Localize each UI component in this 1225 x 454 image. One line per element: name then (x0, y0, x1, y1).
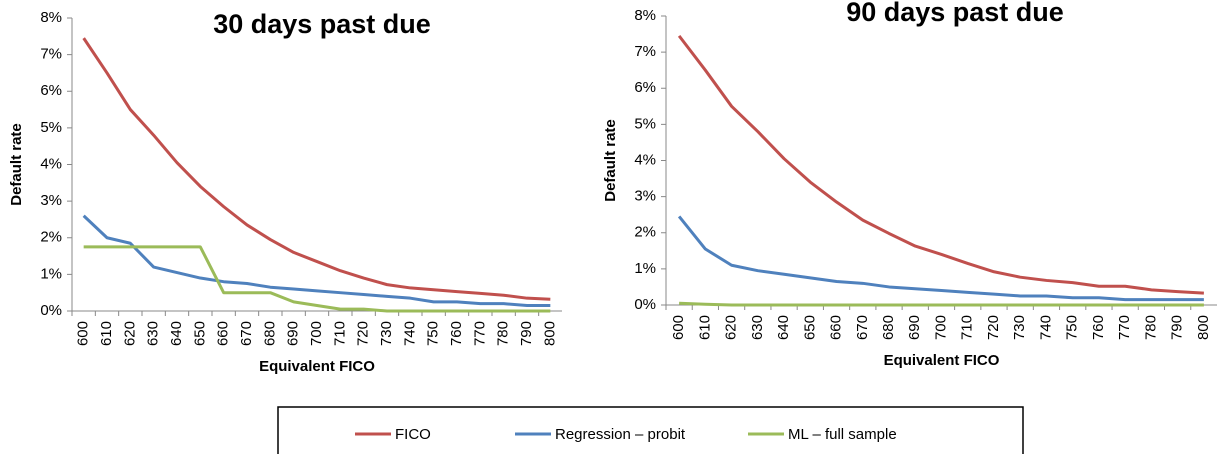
x-tick-label: 800 (1195, 315, 1212, 340)
x-tick-label: 760 (448, 321, 465, 346)
chart-title: 90 days past due (846, 0, 1064, 27)
y-tick-label: 7% (40, 46, 62, 63)
x-tick-label: 710 (959, 315, 976, 340)
x-tick-label: 670 (854, 315, 871, 340)
x-tick-label: 720 (985, 315, 1002, 340)
x-tick-label: 610 (98, 321, 115, 346)
y-axis-title: Default rate (602, 119, 619, 202)
y-tick-label: 6% (40, 82, 62, 99)
y-tick-label: 2% (40, 229, 62, 246)
x-tick-label: 650 (191, 321, 208, 346)
x-tick-label: 630 (749, 315, 766, 340)
y-tick-label: 3% (40, 192, 62, 209)
x-tick-label: 730 (378, 321, 395, 346)
x-tick-label: 630 (145, 321, 162, 346)
series-line (82, 37, 551, 301)
x-tick-label: 720 (355, 321, 372, 346)
x-tick-label: 700 (308, 321, 325, 346)
legend-label: Regression – probit (555, 426, 686, 443)
x-tick-label: 660 (828, 315, 845, 340)
x-tick-label: 800 (541, 321, 558, 346)
x-tick-label: 750 (425, 321, 442, 346)
x-tick-label: 780 (1142, 315, 1159, 340)
legend-label: FICO (395, 426, 431, 443)
x-tick-label: 660 (215, 321, 232, 346)
x-tick-label: 780 (495, 321, 512, 346)
series-line (679, 301, 1204, 307)
y-tick-label: 1% (634, 260, 656, 277)
series-line (677, 34, 1204, 295)
x-axis-title: Equivalent FICO (884, 352, 1000, 369)
y-tick-label: 2% (634, 224, 656, 241)
x-tick-label: 690 (285, 321, 302, 346)
y-tick-label: 7% (634, 43, 656, 60)
x-tick-label: 700 (932, 315, 949, 340)
x-tick-label: 750 (1064, 315, 1081, 340)
series-line (82, 214, 551, 308)
x-tick-label: 670 (238, 321, 255, 346)
y-tick-label: 4% (634, 151, 656, 168)
y-tick-label: 8% (40, 9, 62, 26)
x-tick-label: 740 (401, 321, 418, 346)
x-tick-label: 770 (471, 321, 488, 346)
x-tick-label: 680 (880, 315, 897, 340)
y-tick-label: 0% (634, 296, 656, 313)
y-tick-label: 5% (40, 119, 62, 136)
x-tick-label: 710 (331, 321, 348, 346)
x-tick-label: 790 (1169, 315, 1186, 340)
series-line (83, 245, 551, 313)
x-tick-label: 610 (696, 315, 713, 340)
x-tick-label: 760 (1090, 315, 1107, 340)
y-tick-label: 8% (634, 7, 656, 24)
legend-label: ML – full sample (788, 426, 897, 443)
y-tick-label: 1% (40, 265, 62, 282)
x-tick-label: 690 (906, 315, 923, 340)
x-tick-label: 650 (801, 315, 818, 340)
x-tick-label: 600 (75, 321, 92, 346)
legend-box (277, 406, 1024, 454)
x-tick-label: 640 (775, 315, 792, 340)
x-tick-label: 770 (1116, 315, 1133, 340)
y-tick-label: 4% (40, 155, 62, 172)
series-line (677, 215, 1204, 302)
x-tick-label: 600 (670, 315, 687, 340)
x-tick-label: 740 (1037, 315, 1054, 340)
y-tick-label: 6% (634, 79, 656, 96)
x-tick-label: 620 (121, 321, 138, 346)
x-tick-label: 790 (518, 321, 535, 346)
x-tick-label: 620 (723, 315, 740, 340)
y-tick-label: 3% (634, 188, 656, 205)
x-tick-label: 640 (168, 321, 185, 346)
x-axis-title: Equivalent FICO (259, 358, 375, 375)
x-tick-label: 680 (261, 321, 278, 346)
x-tick-label: 730 (1011, 315, 1028, 340)
chart-title: 30 days past due (213, 9, 431, 39)
y-tick-label: 0% (40, 302, 62, 319)
y-tick-label: 5% (634, 115, 656, 132)
y-axis-title: Default rate (8, 123, 25, 206)
